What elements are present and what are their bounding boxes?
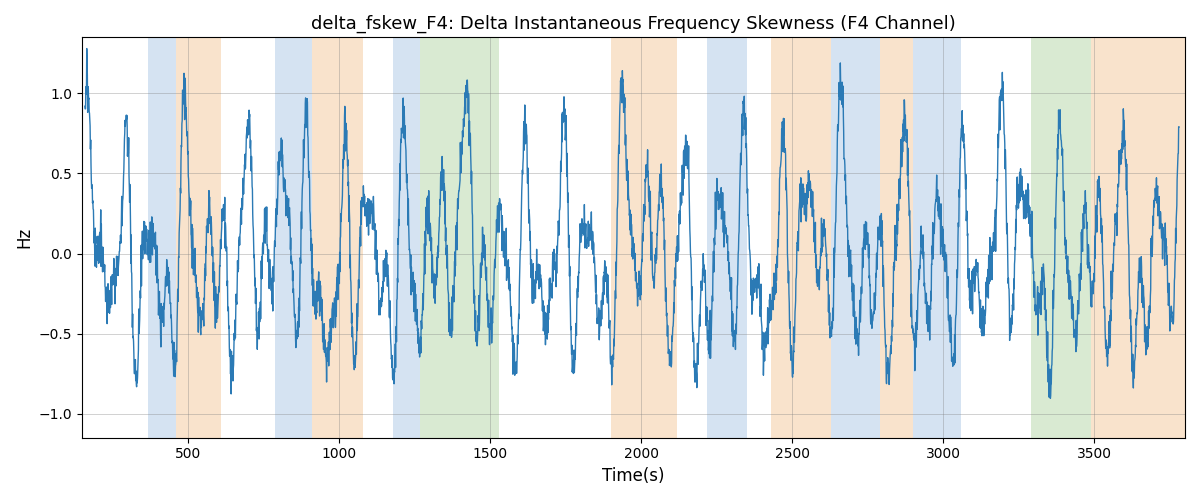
- Bar: [880, 38, 913, 438]
- Bar: [149, 38, 175, 438]
- Bar: [275, 38, 312, 438]
- Bar: [611, 38, 677, 438]
- Bar: [394, 38, 420, 438]
- Bar: [175, 38, 221, 438]
- Bar: [832, 38, 880, 438]
- Bar: [913, 38, 961, 438]
- Bar: [770, 38, 832, 438]
- Bar: [1091, 38, 1184, 438]
- Y-axis label: Hz: Hz: [14, 227, 32, 248]
- Bar: [420, 38, 499, 438]
- Bar: [708, 38, 746, 438]
- Title: delta_fskew_F4: Delta Instantaneous Frequency Skewness (F4 Channel): delta_fskew_F4: Delta Instantaneous Freq…: [311, 15, 956, 34]
- Bar: [312, 38, 362, 438]
- Bar: [1031, 38, 1091, 438]
- X-axis label: Time(s): Time(s): [602, 467, 665, 485]
